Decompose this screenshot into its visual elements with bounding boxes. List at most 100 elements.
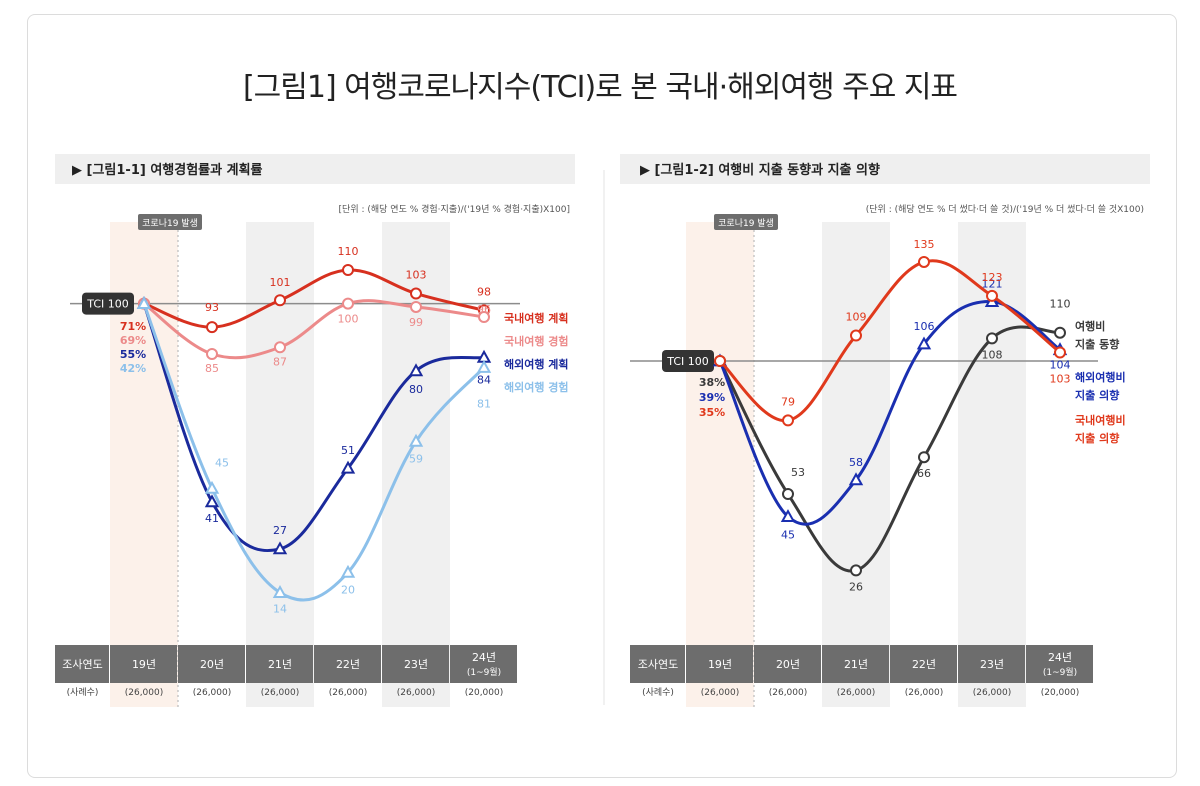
data-point-marker [206, 321, 218, 334]
legend-entry: 지출 동향 [1075, 337, 1119, 351]
data-point-marker [408, 433, 424, 447]
data-label: 110 [338, 245, 359, 258]
data-point-marker [916, 336, 932, 350]
data-label: 84 [477, 373, 491, 386]
data-point-marker [272, 541, 288, 555]
data-label: 104 [1050, 359, 1071, 372]
data-label: 59 [409, 452, 423, 465]
data-point-marker [782, 488, 794, 501]
legend-entry: 해외여행비 [1075, 370, 1126, 384]
data-label: 26 [849, 580, 863, 593]
data-point-marker [478, 311, 490, 324]
data-label: 108 [982, 348, 1003, 361]
x-tick-cell [958, 645, 1025, 683]
unit-note: (단위 : (해당 연도 % 더 썼다·더 쓸 것)/('19년 % 더 썼다·… [866, 204, 1144, 215]
alternate-year-band [822, 222, 890, 707]
data-point-marker [410, 300, 422, 313]
sample-row-header: (사례수) [67, 687, 99, 698]
data-point-marker [410, 287, 422, 300]
x-tick-cell [178, 645, 245, 683]
x-tick-cell [246, 645, 313, 683]
x-tick-cell [686, 645, 753, 683]
data-point-marker [408, 363, 424, 377]
data-label: 103 [406, 269, 427, 282]
data-point-marker [476, 359, 492, 373]
axis-row-header-cell [630, 645, 685, 683]
data-label: 121 [982, 278, 1003, 291]
sample-size-label: (26,000) [261, 688, 300, 698]
data-point-marker [340, 564, 356, 578]
legend-entry: 국내여행 경험 [504, 334, 569, 348]
sample-size-label: (26,000) [701, 688, 740, 698]
base-percentage: 38% [699, 376, 725, 389]
covid-label-box [714, 214, 778, 230]
legend-entry: 해외여행 경험 [504, 380, 569, 394]
legend-entry: 국내여행비 [1075, 413, 1126, 427]
base-percentage: 71% [120, 320, 146, 333]
x-tick-label: 20년 [200, 658, 224, 671]
sample-size-label: (26,000) [125, 688, 164, 698]
data-label: 51 [341, 444, 355, 457]
data-label: 45 [215, 456, 229, 469]
x-tick-sublabel: (1~9월) [1043, 666, 1077, 678]
x-tick-cell [110, 645, 177, 683]
data-label: 79 [781, 395, 795, 408]
data-label: 58 [849, 456, 863, 469]
data-label: 123 [982, 271, 1003, 284]
data-label: 103 [1050, 373, 1071, 386]
legend-entry: 여행비 [1075, 319, 1105, 333]
data-point-marker [850, 329, 862, 342]
data-point-marker [986, 332, 998, 345]
data-point-marker [204, 494, 220, 508]
x-tick-label: 24년 [1048, 651, 1072, 664]
data-point-marker [274, 294, 286, 307]
data-label: 20 [341, 583, 355, 596]
data-label: 96 [477, 303, 491, 316]
base-percentage: 39% [699, 391, 725, 404]
sample-size-label: (26,000) [193, 688, 232, 698]
data-point-marker [714, 355, 726, 367]
x-tick-cell [754, 645, 821, 683]
data-label: 100 [338, 313, 359, 326]
sample-size-label: (26,000) [905, 688, 944, 698]
sample-size-label: (26,000) [397, 688, 436, 698]
x-tick-label: 20년 [776, 658, 800, 671]
subchart-title: ▶ [그림1-1] 여행경험률과 계획률 [72, 162, 263, 178]
x-tick-label: 21년 [268, 658, 292, 671]
data-label: 66 [917, 467, 931, 480]
x-tick-label: 23년 [980, 658, 1004, 671]
subchart-title: ▶ [그림1-2] 여행비 지출 동향과 지출 의향 [640, 162, 880, 178]
data-point-marker [136, 296, 152, 309]
data-point-marker [918, 255, 930, 268]
data-point-marker [272, 585, 288, 598]
x-tick-label: 23년 [404, 658, 428, 671]
x-tick-label: 21년 [844, 658, 868, 671]
data-point-marker [206, 348, 218, 360]
data-point-marker [274, 341, 286, 354]
data-label: 109 [846, 311, 867, 324]
data-point-marker [850, 564, 862, 577]
data-label: 101 [270, 276, 291, 289]
subchart-title-bar [620, 154, 1150, 184]
data-label: 98 [477, 285, 491, 298]
base-percentage: 35% [699, 406, 725, 419]
covid-label: 코로나19 발생 [718, 218, 774, 229]
data-point-marker [780, 509, 796, 523]
data-point-marker [782, 414, 794, 427]
data-label: 80 [409, 383, 423, 396]
main-title: [그림1] 여행코로나지수(TCI)로 본 국내·해외여행 주요 지표 [242, 70, 958, 105]
data-point-marker [1054, 326, 1066, 339]
subchart-title-bar [55, 154, 575, 184]
data-point-marker [342, 297, 354, 310]
tci-100-badge [82, 292, 134, 315]
base-percentage: 42% [120, 362, 146, 375]
data-point-marker [848, 472, 864, 486]
covid-label: 코로나19 발생 [142, 218, 198, 229]
legend-entry: 지출 의향 [1075, 431, 1119, 445]
x-tick-cell [890, 645, 957, 683]
x-tick-sublabel: (1~9월) [467, 666, 501, 678]
legend-entry: 해외여행 계획 [504, 357, 569, 371]
data-label: 106 [914, 320, 935, 333]
legend-entry: 국내여행 계획 [504, 311, 569, 325]
sample-row-header: (사례수) [642, 687, 674, 698]
